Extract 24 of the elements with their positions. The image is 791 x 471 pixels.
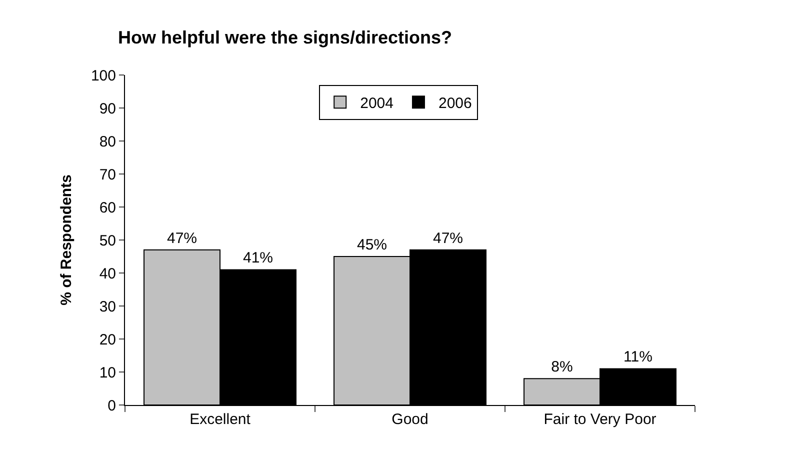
data-label: 45% xyxy=(356,236,388,254)
y-tick-label: 30 xyxy=(99,298,116,316)
y-tick-label: 60 xyxy=(99,199,116,216)
data-label: 8% xyxy=(551,358,573,376)
chart-title: How helpful were the signs/directions? xyxy=(118,27,452,48)
y-tick-label: 20 xyxy=(99,331,116,348)
y-tick-label: 90 xyxy=(99,100,116,118)
legend-label: 2006 xyxy=(438,95,472,112)
data-label: 47% xyxy=(432,230,464,247)
y-axis-title: % of Respondents xyxy=(58,174,76,306)
x-tick-label: Good xyxy=(392,411,428,428)
x-tick-label: Fair to Very Poor xyxy=(544,411,656,428)
x-tick-label: Excellent xyxy=(190,411,252,428)
legend-label: 2004 xyxy=(360,95,394,112)
y-tick-label: 40 xyxy=(99,265,116,282)
y-tick-label: 50 xyxy=(99,232,116,250)
data-label: 11% xyxy=(624,348,652,366)
y-tick-label: 100 xyxy=(90,67,116,84)
y-tick-label: 0 xyxy=(108,397,116,414)
y-tick-label: 10 xyxy=(99,364,116,382)
data-label: 47% xyxy=(166,230,198,247)
data-label: 41% xyxy=(242,250,274,267)
y-tick-label: 80 xyxy=(99,133,116,150)
y-tick-label: 70 xyxy=(99,166,116,184)
